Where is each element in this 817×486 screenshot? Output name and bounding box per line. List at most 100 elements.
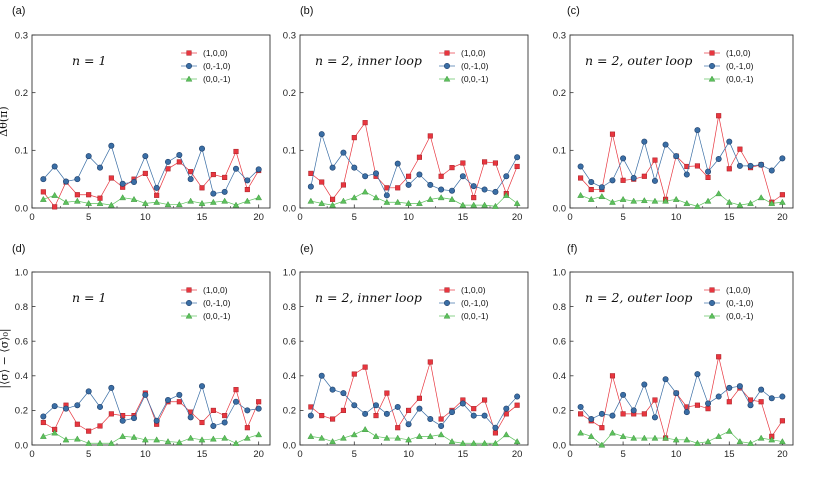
series-0m10-point <box>427 416 434 423</box>
series-00m1-point <box>416 199 423 206</box>
series-0m10-point <box>470 183 477 190</box>
series-100-point <box>705 406 711 412</box>
series-100-point <box>395 425 401 431</box>
series-0m10-point <box>394 160 401 167</box>
series-0m10-group <box>307 131 521 199</box>
series-00m1-point <box>640 434 648 441</box>
series-100-group <box>578 113 785 205</box>
series-00m1-point <box>164 201 172 208</box>
y-tick-label: 1.0 <box>283 267 296 278</box>
y-tick-label: 0.4 <box>283 371 296 382</box>
series-00m1-point <box>164 438 172 445</box>
series-100-point <box>244 186 250 193</box>
x-tick-label: 5 <box>86 449 91 460</box>
plot-frame <box>299 34 529 209</box>
series-00m1-point <box>492 439 499 446</box>
series-00m1-point <box>198 436 206 443</box>
series-100-point <box>514 163 520 170</box>
series-100-point <box>319 179 325 185</box>
series-0m10-point <box>85 388 92 395</box>
y-tick-label: 0.2 <box>553 406 566 417</box>
series-00m1-point <box>683 436 691 443</box>
series-0m10-point <box>51 163 58 170</box>
series-100-point <box>684 163 690 170</box>
series-100-point <box>471 195 477 201</box>
series-100-point <box>210 407 216 413</box>
y-tick-label: 0.1 <box>15 146 28 157</box>
series-00m1-point <box>130 195 138 202</box>
legend-label: (0,-1,0) <box>203 61 231 71</box>
series-00m1-point <box>119 432 127 439</box>
series-100-point <box>222 174 228 180</box>
x-tick-label: 10 <box>403 449 414 460</box>
y-axis-label: |⟨σ⟩ − ⟨σ⟩₀| <box>0 328 12 388</box>
series-00m1-group <box>307 188 521 209</box>
series-0m10-point <box>598 410 605 417</box>
x-tick-label: 20 <box>512 212 523 223</box>
series-00m1-group <box>39 429 263 446</box>
series-00m1-point <box>383 434 391 441</box>
series-100-point <box>726 166 732 172</box>
x-tick-label: 5 <box>86 212 91 223</box>
series-100-point <box>340 182 346 188</box>
panel-label: (a) <box>12 5 25 17</box>
series-00m1-point <box>704 197 712 204</box>
series-0m10-point <box>459 173 466 180</box>
series-100-group <box>40 148 262 210</box>
x-tick-label: 20 <box>253 449 264 460</box>
series-00m1-point <box>232 201 240 208</box>
plot-frame <box>31 271 271 446</box>
series-00m1-point <box>175 201 183 208</box>
series-100-point <box>165 166 171 172</box>
series-00m1-point <box>437 431 445 438</box>
legend-marker <box>186 299 193 306</box>
series-0m10-point <box>165 397 172 404</box>
series-00m1-point <box>350 431 358 438</box>
panel-f: 0 5 10 15 20 0.0 0.2 0.4 0.6 0.8 1.0 (1,0,0) (0,-1,0… <box>553 243 794 460</box>
panel-label: (b) <box>300 5 313 17</box>
series-00m1-point <box>715 432 723 439</box>
plot-frame <box>569 271 794 446</box>
legend-label: (0,0,-1) <box>726 311 754 321</box>
series-100-point <box>449 165 455 171</box>
series-100-point <box>395 185 401 191</box>
x-tick-label: 0 <box>567 212 572 223</box>
series-00m1-point <box>318 199 326 206</box>
series-00m1-point <box>307 197 315 204</box>
series-0m10-point <box>62 405 69 412</box>
series-0m10-point <box>340 149 347 156</box>
series-00m1-point <box>651 434 659 441</box>
series-0m10-group <box>577 371 786 423</box>
series-100-point <box>779 192 785 198</box>
series-0m10-point <box>383 410 390 417</box>
series-00m1-point <box>221 197 229 204</box>
y-tick-label: 0.6 <box>283 337 296 348</box>
series-00m1-point <box>587 432 595 439</box>
series-00m1-point <box>187 434 195 441</box>
series-0m10-point <box>221 419 228 426</box>
series-00m1-point <box>768 436 776 443</box>
x-tick-label: 20 <box>512 449 523 460</box>
series-00m1-point <box>96 199 104 206</box>
series-0m10-point <box>588 179 595 186</box>
series-0m10-point <box>779 155 786 162</box>
series-00m1-point <box>318 434 326 441</box>
series-00m1-point <box>609 429 616 436</box>
series-0m10-point <box>142 153 149 160</box>
series-00m1-point <box>394 198 402 205</box>
legend-marker <box>708 299 715 306</box>
series-0m10-point <box>758 161 765 168</box>
series-100-point <box>176 159 182 165</box>
legend-marker <box>186 287 192 293</box>
panel-label: (e) <box>300 243 313 255</box>
series-100-point <box>384 185 390 191</box>
series-100-point <box>244 425 250 431</box>
series-00m1-point <box>51 191 59 198</box>
series-100-point <box>384 390 390 396</box>
x-tick-label: 15 <box>197 212 208 223</box>
y-tick-label: 0.6 <box>553 337 566 348</box>
panel-c: 0 5 10 15 20 0.0 0.1 0.2 0.3 (1,0,0) (0,-1,0) (0,0,… <box>553 5 794 223</box>
series-00m1-point <box>715 190 723 197</box>
series-00m1-point <box>683 199 691 206</box>
